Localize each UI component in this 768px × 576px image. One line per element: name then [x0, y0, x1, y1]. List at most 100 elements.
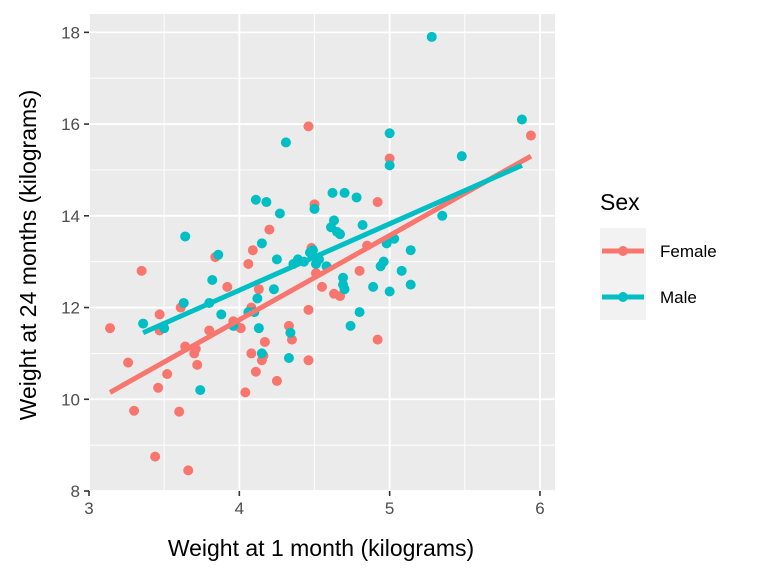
male-point	[252, 293, 263, 304]
male-point	[138, 318, 149, 329]
male-point	[339, 284, 350, 295]
female-point	[174, 406, 185, 417]
male-point	[405, 279, 416, 290]
y-tick-label: 12	[61, 299, 80, 318]
female-point	[259, 336, 270, 347]
male-point	[253, 323, 264, 334]
female-point	[162, 369, 173, 380]
female-point	[153, 382, 164, 393]
legend-item-male: Male	[602, 288, 697, 307]
female-point	[240, 387, 251, 398]
female-point	[253, 284, 264, 295]
male-point	[437, 210, 448, 221]
female-point	[222, 281, 233, 292]
y-tick-label: 18	[61, 23, 80, 42]
male-point	[368, 281, 379, 292]
male-point	[396, 265, 407, 276]
male-point	[309, 203, 320, 214]
data-points	[105, 31, 536, 476]
male-point	[180, 231, 191, 242]
male-point	[384, 128, 395, 139]
male-point	[345, 320, 356, 331]
male-point	[283, 352, 294, 363]
legend-label-female: Female	[660, 242, 717, 261]
male-point	[280, 137, 291, 148]
female-point	[235, 323, 246, 334]
x-axis: 3 4 5 6	[84, 491, 545, 518]
female-point	[123, 357, 134, 368]
x-axis-title: Weight at 1 month (kilograms)	[168, 535, 474, 561]
male-point	[338, 272, 349, 283]
female-point	[264, 224, 275, 235]
male-point	[516, 114, 527, 125]
male-point	[256, 238, 267, 249]
fit-lines	[108, 154, 533, 395]
male-point	[268, 284, 279, 295]
female-point	[372, 197, 383, 208]
legend-key-background	[600, 228, 646, 320]
legend-title: Sex	[600, 189, 640, 215]
male-point	[357, 219, 368, 230]
female-point	[136, 265, 147, 276]
male-point	[271, 254, 282, 265]
male-point	[384, 286, 395, 297]
male-point	[195, 385, 206, 396]
y-tick-label: 14	[61, 207, 80, 226]
female-point	[354, 265, 365, 276]
female-point	[247, 245, 258, 256]
female-point	[154, 309, 165, 320]
female-point	[246, 348, 257, 359]
female-point	[303, 304, 314, 315]
x-tick-label: 4	[235, 499, 244, 518]
female-point	[192, 359, 203, 370]
y-axis: 8 10 12 14 16 18	[61, 23, 89, 501]
male-point	[261, 197, 272, 208]
male-point	[327, 187, 338, 198]
female-point	[243, 258, 254, 269]
male-point	[384, 160, 395, 171]
female-point	[384, 153, 395, 164]
male-point	[207, 275, 218, 286]
male-point	[256, 348, 267, 359]
male-point	[378, 256, 389, 267]
male-point	[250, 194, 261, 205]
y-axis-title: Weight at 24 months (kilograms)	[15, 90, 41, 421]
male-point	[426, 31, 437, 42]
male-point	[335, 229, 346, 240]
male-point	[405, 245, 416, 256]
legend-point-male	[618, 292, 628, 302]
female-point	[271, 375, 282, 386]
male-point	[354, 307, 365, 318]
male-point	[285, 327, 296, 338]
y-tick-label: 10	[61, 390, 80, 409]
y-tick-label: 16	[61, 115, 80, 134]
female-point	[303, 121, 314, 132]
male-point	[213, 249, 224, 260]
male-point	[339, 187, 350, 198]
y-tick-label: 8	[71, 482, 80, 501]
legend-item-female: Female	[602, 242, 717, 261]
legend: Sex Female Male	[600, 189, 717, 320]
male-point	[274, 208, 285, 219]
female-point	[183, 465, 194, 476]
legend-point-female	[618, 246, 628, 256]
x-tick-label: 5	[385, 499, 394, 518]
female-point	[105, 323, 116, 334]
female-point	[525, 130, 536, 141]
female-fit-line	[108, 154, 533, 395]
legend-label-male: Male	[660, 288, 697, 307]
male-point	[216, 309, 227, 320]
male-point	[307, 245, 318, 256]
female-point	[250, 366, 261, 377]
male-point	[178, 297, 189, 308]
female-point	[129, 405, 140, 416]
female-point	[317, 281, 327, 292]
male-point	[329, 215, 340, 226]
x-tick-label: 3	[84, 499, 93, 518]
male-point	[456, 151, 467, 162]
x-tick-label: 6	[535, 499, 544, 518]
male-fit-line	[142, 163, 523, 336]
female-point	[150, 451, 161, 462]
male-point	[351, 192, 362, 203]
